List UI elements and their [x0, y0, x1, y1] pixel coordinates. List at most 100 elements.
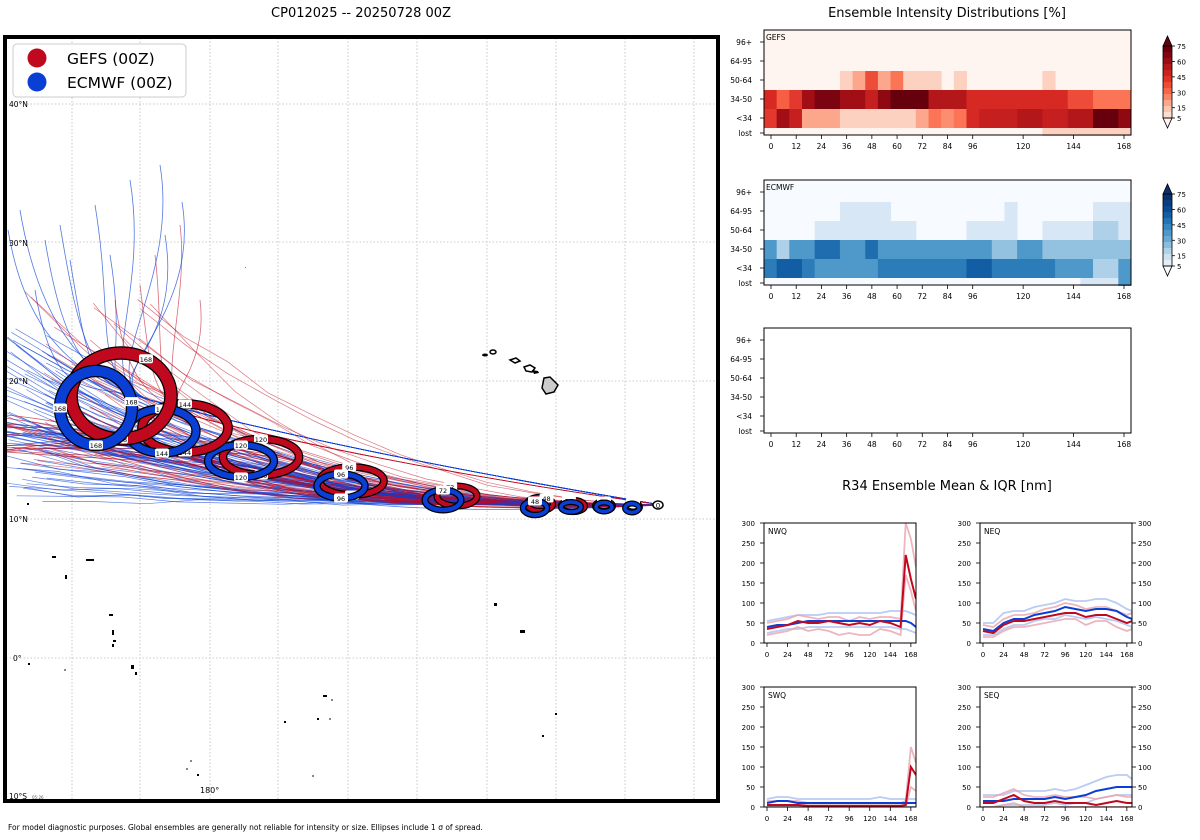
y-tick-label: <34 — [736, 114, 752, 123]
series-ecmwf-iqr-high — [983, 598, 1132, 624]
y-tick-label-right: 0 — [1138, 804, 1142, 812]
heatmap-cell — [915, 259, 930, 278]
heatmap-cell — [903, 71, 917, 90]
lat-label: 40°N — [9, 100, 28, 109]
heatmap-cell — [915, 240, 930, 259]
colorbar-swatch — [1163, 260, 1172, 267]
y-tick-label: 50 — [962, 620, 971, 628]
colorbar-tick-label: 75 — [1177, 191, 1186, 199]
ring-label: 168 — [90, 442, 102, 450]
y-tick-label: 34-50 — [730, 95, 752, 104]
ring-label: 96 — [337, 495, 345, 503]
heatmap-cell — [764, 90, 778, 109]
y-tick-label: 250 — [958, 704, 971, 712]
x-tick-label: 72 — [918, 440, 928, 449]
ring-label-bg — [234, 472, 248, 482]
heatmap-cell — [1029, 259, 1043, 278]
heatmap-cell — [877, 259, 892, 278]
colorbar-swatch — [1163, 52, 1172, 59]
heatmap-cell — [852, 71, 866, 90]
heatmap-cell — [915, 71, 930, 90]
series-ecmwf-mean — [982, 605, 1132, 633]
heatmap-cell — [801, 259, 816, 278]
island-molokai — [508, 357, 522, 364]
ring-label: 48 — [542, 495, 550, 503]
legend-label-gefs: GEFS (00Z) — [67, 50, 155, 68]
map-frame — [3, 35, 720, 803]
heatmap-cell — [865, 90, 879, 109]
footnote: For model diagnostic purposes. Global en… — [8, 823, 483, 832]
heatmap-cell — [827, 221, 841, 240]
ring-label-bg — [528, 496, 542, 506]
y-tick-label: 64-95 — [730, 355, 752, 364]
heatmap-cell — [865, 202, 879, 221]
colorbar-swatch — [1163, 194, 1172, 201]
y-tick-label: 0 — [751, 640, 755, 648]
series-ecmwf-iqr-low — [983, 614, 1132, 636]
x-tick-label: 96 — [968, 292, 978, 301]
atoll — [542, 735, 544, 737]
atoll — [186, 768, 188, 770]
y-tick-label-right: 200 — [1138, 560, 1151, 568]
colorbar-swatch — [1163, 112, 1172, 119]
heatmap-cell — [928, 90, 942, 109]
atoll — [555, 713, 557, 715]
x-tick-label: 144 — [884, 815, 898, 823]
x-tick-label: 12 — [791, 440, 801, 449]
heatmap-cell — [789, 109, 803, 128]
map-gridlines — [6, 38, 717, 800]
heatmap-cell — [1004, 221, 1018, 240]
heatmap-cell — [991, 240, 1005, 259]
heatmap-cell — [1029, 90, 1043, 109]
track-line — [6, 431, 663, 506]
ring-ecmwf-12 — [623, 501, 641, 515]
heatmap-cell — [1118, 202, 1132, 221]
heatmap-cell — [953, 109, 967, 128]
ring-label: 168 — [54, 405, 66, 413]
series-ecmwf-iqr-high — [983, 774, 1132, 796]
atoll — [86, 559, 94, 561]
panel-label: NEQ — [984, 527, 1000, 536]
ecmwf-intensity-heatmap: ECMWF 96+ 64-95 50-64 34-50 <34 lost 0 12 24 36 48 6… — [730, 179, 1132, 301]
heatmap-cell — [877, 221, 892, 240]
atoll — [323, 695, 327, 697]
x-tick-label: 84 — [943, 440, 953, 449]
colorbar-swatch — [1163, 70, 1172, 77]
heatmap-cell — [1118, 240, 1132, 259]
ring-label-bg — [334, 469, 348, 479]
y-tick-label-right: 50 — [1138, 784, 1147, 792]
colorbar-swatch — [1163, 206, 1172, 213]
ring-label: 0 — [656, 502, 660, 510]
atoll — [494, 603, 497, 606]
heatmap-cell — [928, 109, 942, 128]
heatmap-cell — [1118, 128, 1132, 136]
track-line — [6, 430, 663, 507]
x-tick-label: 60 — [892, 142, 902, 151]
lat-label: 10°N — [9, 515, 28, 524]
x-tick-label: 96 — [1061, 651, 1070, 659]
heatmap-cell — [814, 259, 828, 278]
ring-label-bg — [234, 440, 248, 450]
x-tick-label: 120 — [1079, 651, 1092, 659]
r34-neq-chart: NEQ 0 24 48 72 96 120 144 168 0 0 50 50 100 100 150 150 2… — [958, 520, 1152, 659]
heatmap-cell — [1042, 90, 1056, 109]
ring-label-bg — [334, 493, 348, 503]
y-tick-label: 96+ — [736, 188, 752, 197]
heatmap-cell — [1055, 109, 1069, 128]
y-tick-label: 34-50 — [730, 393, 752, 402]
x-tick-label: 120 — [863, 815, 876, 823]
ecmwf-colorbar: 5 15 30 45 60 75 — [1162, 183, 1186, 277]
island-lanai — [532, 370, 539, 374]
panel-label: NWQ — [768, 527, 787, 536]
heatmap-cell — [1118, 259, 1132, 278]
ring-ecmwf-36 — [559, 500, 583, 514]
x-tick-label: 96 — [968, 440, 978, 449]
heatmap-cell — [1004, 240, 1018, 259]
colorbar-swatch — [1163, 254, 1172, 261]
series-gefs-mean — [766, 554, 916, 630]
uncertainty-ellipses: 0122436484872729696969612012012012014414… — [53, 346, 664, 519]
ring-label-bg — [178, 399, 192, 409]
heatmap-cell — [1080, 221, 1094, 240]
atoll — [113, 640, 116, 642]
y-tick-label-right: 100 — [1138, 600, 1151, 608]
